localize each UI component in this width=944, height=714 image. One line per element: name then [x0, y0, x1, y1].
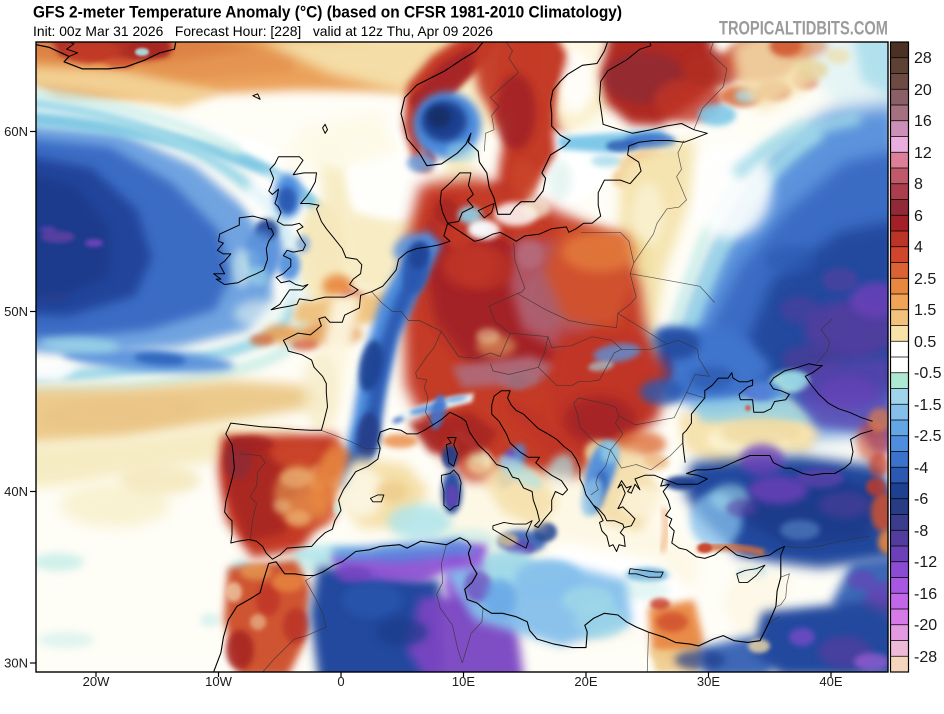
svg-text:2.5: 2.5 — [914, 271, 936, 288]
svg-text:20: 20 — [914, 82, 932, 99]
svg-text:Init: 00z Mar 31 2026 Foreca: Init: 00z Mar 31 2026 Forecast Hour: [22… — [33, 24, 493, 39]
svg-text:-1.5: -1.5 — [914, 397, 942, 414]
svg-text:4: 4 — [914, 239, 923, 256]
svg-text:1.5: 1.5 — [914, 302, 936, 319]
svg-text:40N: 40N — [4, 484, 28, 499]
svg-text:-8: -8 — [914, 523, 928, 540]
svg-text:60N: 60N — [4, 124, 28, 139]
svg-text:12: 12 — [914, 145, 932, 162]
svg-text:-16: -16 — [914, 586, 937, 603]
svg-text:50N: 50N — [4, 304, 28, 319]
svg-text:0.5: 0.5 — [914, 334, 936, 351]
svg-text:6: 6 — [914, 208, 923, 225]
svg-text:GFS 2-meter Temperature Anomal: GFS 2-meter Temperature Anomaly (°C) (ba… — [33, 4, 622, 22]
svg-text:30E: 30E — [697, 674, 720, 689]
svg-text:TROPICALTIDBITS.COM: TROPICALTIDBITS.COM — [719, 19, 888, 40]
svg-text:10W: 10W — [205, 674, 232, 689]
svg-text:-6: -6 — [914, 491, 928, 508]
svg-text:-0.5: -0.5 — [914, 365, 942, 382]
svg-text:-12: -12 — [914, 554, 937, 571]
svg-text:10E: 10E — [452, 674, 475, 689]
svg-text:-4: -4 — [914, 460, 928, 477]
svg-text:20W: 20W — [83, 674, 110, 689]
svg-text:0: 0 — [337, 674, 344, 689]
svg-text:-2.5: -2.5 — [914, 428, 942, 445]
svg-text:-20: -20 — [914, 617, 937, 634]
svg-text:40E: 40E — [819, 674, 842, 689]
svg-text:16: 16 — [914, 113, 932, 130]
svg-text:20E: 20E — [574, 674, 597, 689]
svg-text:-28: -28 — [914, 649, 937, 666]
svg-text:30N: 30N — [4, 656, 28, 671]
svg-text:8: 8 — [914, 176, 923, 193]
svg-text:28: 28 — [914, 50, 932, 67]
